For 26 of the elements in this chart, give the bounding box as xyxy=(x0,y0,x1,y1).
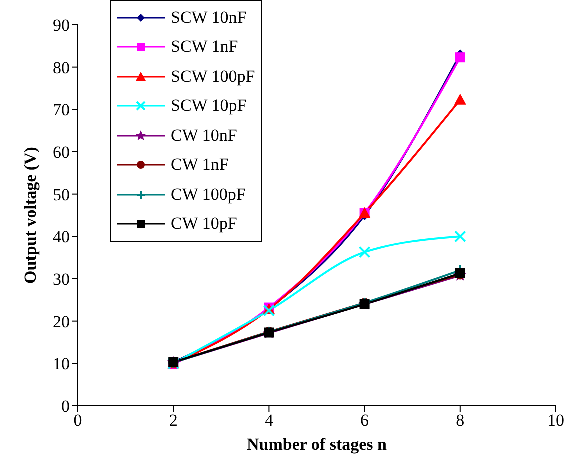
y-axis-title: Output voltage (V) xyxy=(21,147,40,284)
y-tick-label: 40 xyxy=(53,228,70,247)
legend-label: SCW 10nF xyxy=(171,8,247,28)
y-tick-label: 80 xyxy=(53,58,70,78)
legend-label: CW 10pF xyxy=(171,214,238,234)
y-tick-label: 20 xyxy=(53,312,70,332)
x-tick-label: 0 xyxy=(74,411,82,430)
x-tick-label: 4 xyxy=(264,411,274,430)
y-tick-label: 50 xyxy=(53,185,70,204)
legend-label: SCW 100pF xyxy=(171,66,256,87)
y-tick-label: 70 xyxy=(53,100,70,120)
x-tick-label: 10 xyxy=(548,411,564,430)
x-axis-title: Number of stages n xyxy=(247,435,388,454)
y-tick-label: 90 xyxy=(53,16,70,36)
y-tick-label: 0 xyxy=(62,397,70,416)
y-tick-label: 60 xyxy=(53,143,70,162)
legend-label: SCW 1nF xyxy=(171,37,238,58)
y-tick-label: 30 xyxy=(53,270,70,290)
x-tick-label: 2 xyxy=(169,411,178,430)
x-tick-label: 8 xyxy=(456,411,465,430)
legend-label: CW 1nF xyxy=(171,155,229,176)
legend-label: CW 100pF xyxy=(171,184,246,205)
x-tick-label: 6 xyxy=(360,411,370,430)
y-tick-label: 10 xyxy=(53,354,70,374)
legend-label: CW 10nF xyxy=(171,126,238,146)
legend-label: SCW 10pF xyxy=(171,96,247,116)
